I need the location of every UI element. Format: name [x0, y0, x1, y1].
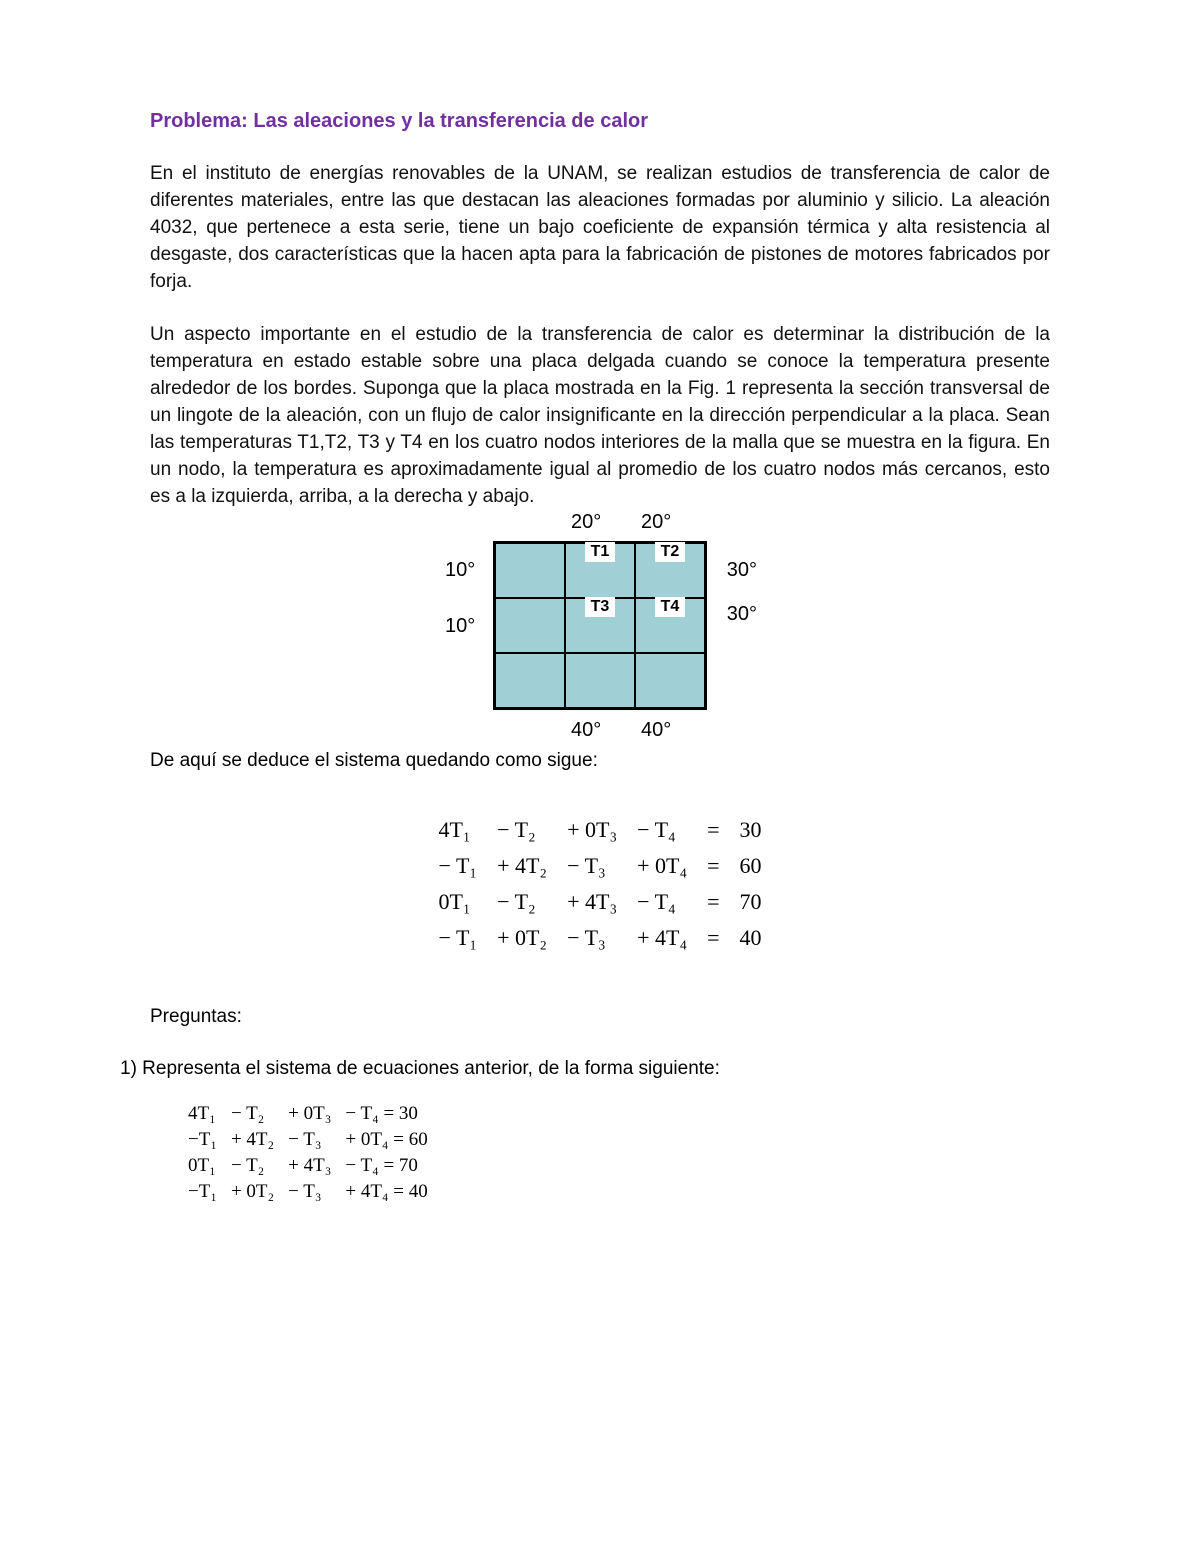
left-label-1: 10°	[445, 559, 475, 582]
equation-system-small: 4T₁ − T₂ + 0T₃ − T₄ = 30 −T₁ + 4T₂ − T₃ …	[180, 1100, 436, 1206]
cell-r1c3: T2	[635, 543, 705, 598]
right-label-1: 30°	[727, 559, 757, 582]
eq-row-2: − T₁ + 4T₂ − T₃ + 0T₄ = 60	[428, 848, 771, 884]
document-page: Problema: Las aleaciones y la transferen…	[0, 0, 1200, 1553]
right-label-2: 30°	[727, 603, 757, 626]
node-t3: T3	[585, 597, 616, 617]
cell-r2c1	[495, 598, 565, 653]
cell-r3c1	[495, 653, 565, 708]
paragraph-1: En el instituto de energías renovables d…	[150, 161, 1050, 296]
eqs-row-4: −T₁ + 0T₂ − T₃ + 4T₄ = 40	[182, 1180, 434, 1204]
questions-header: Preguntas:	[150, 1006, 1050, 1028]
eq-row-1: 4T₁ − T₂ + 0T₃ − T₄ = 30	[428, 812, 771, 848]
cell-r3c2	[565, 653, 635, 708]
bottom-label-1: 40°	[571, 719, 601, 742]
cell-r1c2: T1	[565, 543, 635, 598]
cell-r2c2: T3	[565, 598, 635, 653]
deduce-line: De aquí se deduce el sistema quedando co…	[150, 750, 1050, 772]
left-label-2: 10°	[445, 615, 475, 638]
bottom-label-2: 40°	[641, 719, 671, 742]
eq-row-4: − T₁ + 0T₂ − T₃ + 4T₄ = 40	[428, 920, 771, 956]
problem-title: Problema: Las aleaciones y la transferen…	[150, 110, 1050, 133]
equation-system-large: 4T₁ − T₂ + 0T₃ − T₄ = 30 − T₁ + 4T₂ − T₃…	[150, 812, 1050, 956]
eqs-row-2: −T₁ + 4T₂ − T₃ + 0T₄ = 60	[182, 1128, 434, 1152]
node-t2: T2	[655, 542, 686, 562]
eqs-row-3: 0T₁ − T₂ + 4T₃ − T₄ = 70	[182, 1154, 434, 1178]
node-t4: T4	[655, 597, 686, 617]
question-1: 1) Representa el sistema de ecuaciones a…	[120, 1058, 1050, 1080]
cell-r3c3	[635, 653, 705, 708]
grid-diagram: 20° 20° 10° 10° 30° 30° 40° 40° T1 T2 T3…	[150, 541, 1050, 710]
node-t1: T1	[585, 542, 616, 562]
paragraph-2: Un aspecto importante en el estudio de l…	[150, 322, 1050, 511]
top-label-2: 20°	[641, 511, 671, 534]
cell-r2c3: T4	[635, 598, 705, 653]
eq-row-3: 0T₁ − T₂ + 4T₃ − T₄ = 70	[428, 884, 771, 920]
eqs-row-1: 4T₁ − T₂ + 0T₃ − T₄ = 30	[182, 1102, 434, 1126]
top-label-1: 20°	[571, 511, 601, 534]
heat-grid: T1 T2 T3 T4	[493, 541, 707, 710]
cell-r1c1	[495, 543, 565, 598]
